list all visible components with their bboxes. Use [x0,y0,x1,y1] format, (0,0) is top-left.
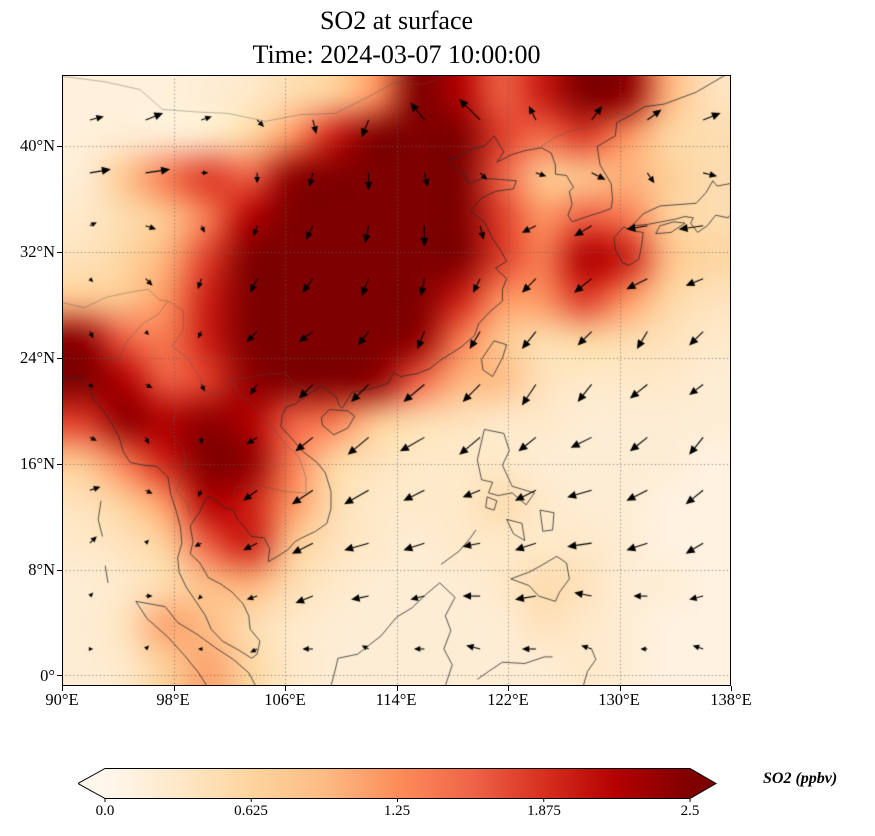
colorbar-tick-label-4: 2.5 [680,803,700,819]
y-tick-mark [57,463,62,465]
colorbar-gradient [76,768,718,802]
x-tick-mark [285,686,286,691]
colorbar-tick-label-0: 0.0 [95,803,115,819]
chart-title-line2: Time: 2024-03-07 10:00:00 [252,40,541,69]
y-tick-mark [57,675,62,677]
colorbar-bar [76,768,718,799]
x-tick-mark [62,686,63,691]
chart-title-line1: SO2 at surface [319,6,474,35]
x-tick-mark [508,686,509,691]
x-tick-label-106e: 106°E [264,690,306,709]
x-tick-label-114e: 114°E [375,690,417,709]
x-tick-mark [731,686,732,691]
chart-title: SO2 at surface Time: 2024-03-07 10:00:00 [62,4,731,72]
colorbar-tick-label-2: 1.25 [383,803,411,819]
map-plot-area [62,75,731,686]
x-tick-mark [619,686,621,691]
x-tick-mark [396,686,398,691]
x-tick-label-122e: 122°E [487,690,529,709]
x-tick-label-138e: 138°E [710,690,752,709]
colorbar-tick-label-1: 0.625 [234,803,268,819]
colorbar [76,768,730,804]
x-tick-label-90e: 90°E [45,690,79,709]
y-tick-label-32n: 32°N [19,242,55,261]
x-tick-mark [173,686,175,691]
y-tick-label-8n: 8°N [28,560,55,579]
x-tick-label-98e: 98°E [156,690,190,709]
so2-heatmap-canvas [62,75,731,686]
y-tick-mark [57,252,62,254]
y-tick-label-40n: 40°N [19,136,55,155]
y-tick-mark [57,146,62,148]
colorbar-tick-label-3: 1.875 [527,803,561,819]
y-tick-label-16n: 16°N [19,454,55,473]
y-tick-mark [57,358,62,360]
y-tick-mark [57,569,62,571]
y-tick-label-24n: 24°N [19,348,55,367]
colorbar-label: SO2 (ppbv) [763,770,838,787]
y-tick-label-0: 0° [40,666,55,685]
x-tick-label-130e: 130°E [598,690,640,709]
